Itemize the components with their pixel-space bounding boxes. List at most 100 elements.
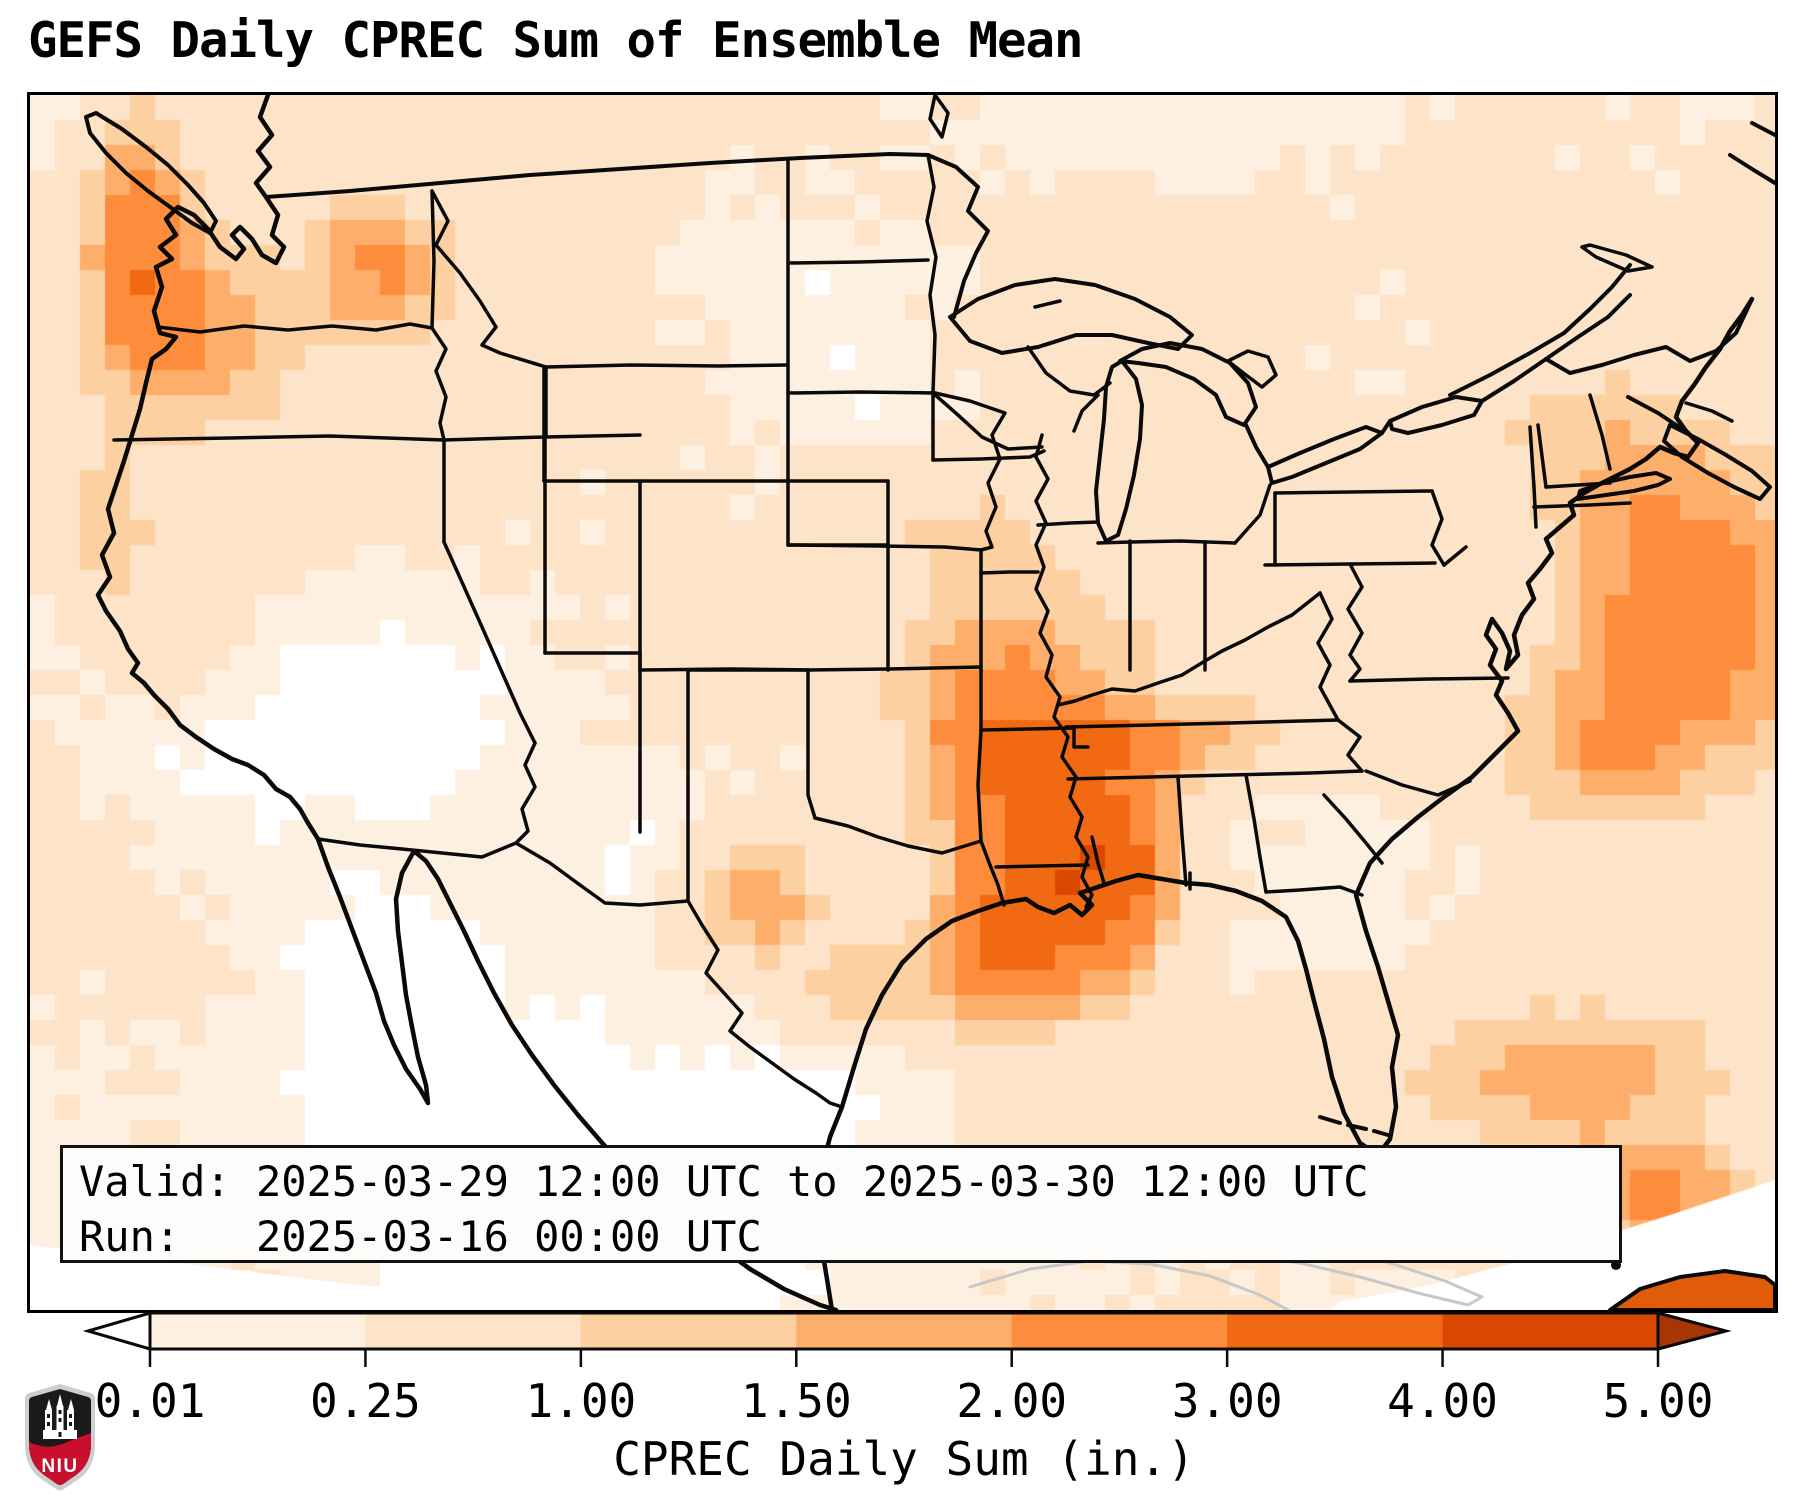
- new-brunswick-coast: [1626, 395, 1684, 431]
- state-border-line: [1442, 545, 1468, 567]
- yucatan-coastline-gray: [968, 1259, 1290, 1310]
- state-border-line: [686, 899, 844, 1109]
- georgian-bay: [1226, 349, 1278, 389]
- state-border-line: [498, 351, 790, 369]
- colorbar-over-arrow: [1656, 1311, 1732, 1351]
- state-border-line: [1096, 539, 1237, 545]
- colorbar: [82, 1311, 1732, 1367]
- state-border-line: [813, 816, 983, 855]
- page-title: GEFS Daily CPREC Sum of Ensemble Mean: [28, 12, 1084, 69]
- logo-red-band: [29, 1433, 91, 1485]
- pacific-coastline: [95, 95, 321, 842]
- isle-royale: [1033, 299, 1062, 309]
- state-border-line: [979, 839, 1006, 907]
- colorbar-tick-label: 2.00: [956, 1374, 1068, 1428]
- state-border-line: [1430, 489, 1446, 567]
- state-border-line: [316, 837, 642, 907]
- colorbar-segment: [1442, 1313, 1659, 1349]
- colorbar-tick-label: 1.50: [740, 1374, 852, 1428]
- logo-castle-windows: [47, 1410, 72, 1437]
- state-border-line: [931, 449, 1046, 462]
- state-border-line: [1264, 885, 1364, 897]
- lake-huron: [1118, 341, 1258, 427]
- state-border-line: [1532, 501, 1632, 509]
- colorbar-segment: [580, 1313, 798, 1349]
- lake-winnipeg: [928, 95, 950, 139]
- state-border-line: [1064, 718, 1340, 729]
- prince-edward-island: [1684, 401, 1734, 423]
- state-border-line: [1056, 591, 1322, 707]
- valid-time-text: Valid: 2025-03-29 12:00 UTC to 2025-03-3…: [79, 1157, 1369, 1206]
- colorbar-axis-label: CPREC Daily Sum (in.): [613, 1432, 1195, 1486]
- florida-keys: [1318, 1115, 1342, 1125]
- state-border-line: [1273, 489, 1434, 495]
- state-border-line: [1536, 423, 1548, 489]
- lake-ontario: [1388, 395, 1484, 435]
- newfoundland-coast: [1728, 153, 1775, 185]
- colorbar-segment: [150, 1313, 367, 1349]
- colorbar-segment: [796, 1313, 1013, 1349]
- state-border-line: [1532, 485, 1538, 529]
- state-border-line: [1346, 562, 1364, 683]
- state-border-line: [430, 189, 436, 330]
- lake-erie: [1266, 425, 1384, 485]
- precip-field-canvas: [30, 95, 1775, 1310]
- state-border-line: [442, 540, 537, 745]
- florida-keys: [1372, 1129, 1390, 1137]
- colorbar-tick-label: 5.00: [1602, 1374, 1714, 1428]
- colorbar-segment: [1227, 1313, 1444, 1349]
- state-border-line: [156, 322, 434, 334]
- state-border-line: [1348, 676, 1510, 683]
- colorbar-tick-label: 1.00: [525, 1374, 637, 1428]
- colorbar-tick-label: 0.25: [310, 1374, 421, 1428]
- st-lawrence-river: [1480, 293, 1632, 403]
- state-border-line: [430, 189, 502, 355]
- cuba-east-landmass: [1608, 1269, 1775, 1310]
- colorbar-under-arrow: [82, 1311, 152, 1351]
- nova-scotia: [1662, 423, 1772, 501]
- state-border-line: [931, 391, 1044, 451]
- state-border-line: [1528, 425, 1536, 489]
- us-canada-border-west: [264, 152, 930, 199]
- state-border-line: [1026, 345, 1112, 397]
- state-border-line: [933, 391, 1007, 552]
- state-border-line: [1066, 769, 1364, 781]
- colorbar-segment: [1011, 1313, 1228, 1349]
- gulf-atlantic-coastline: [839, 296, 1755, 1158]
- quebec-north-coast: [1750, 121, 1775, 137]
- colorbar-tick-label: 0.01: [94, 1374, 206, 1428]
- state-border-line: [786, 543, 983, 552]
- us-canada-border-mn: [926, 153, 990, 319]
- lake-superior: [948, 277, 1194, 355]
- anticosti-island: [1580, 243, 1654, 273]
- state-border-line: [1176, 775, 1188, 887]
- colorbar-segment: [365, 1313, 582, 1349]
- red-river-border: [925, 153, 938, 395]
- state-border-line: [1036, 520, 1100, 527]
- state-border-line: [112, 433, 642, 442]
- map-borders-overlay: [84, 95, 1775, 1310]
- logo-niu-text: NIU: [41, 1456, 78, 1477]
- state-border-line: [1316, 591, 1340, 722]
- run-time-text: Run: 2025-03-16 00:00 UTC: [79, 1212, 762, 1262]
- state-border-line: [1336, 718, 1364, 773]
- state-border-line: [786, 390, 937, 395]
- state-border-line: [1322, 793, 1384, 865]
- map-frame: Valid: 2025-03-29 12:00 UTC to 2025-03-3…: [27, 92, 1778, 1313]
- state-border-line: [786, 258, 930, 265]
- state-border-line: [994, 863, 1090, 869]
- niu-logo: NIU: [25, 1384, 95, 1491]
- state-border-line: [430, 326, 448, 442]
- colorbar-tick-label: 3.00: [1171, 1374, 1283, 1428]
- valid-run-info-box: Valid: 2025-03-29 12:00 UTC to 2025-03-3…: [60, 1145, 1622, 1263]
- state-border-line: [1090, 835, 1106, 885]
- st-lawrence-north-shore: [1448, 263, 1632, 397]
- state-border-line: [1244, 773, 1268, 894]
- state-border-line: [1034, 433, 1094, 909]
- us-canada-border-east: [1544, 297, 1754, 375]
- state-border-line: [976, 728, 983, 843]
- colorbar-tick-label: 4.00: [1387, 1374, 1498, 1428]
- state-border-line: [806, 668, 817, 820]
- state-border-line: [1588, 393, 1612, 471]
- state-border-line: [638, 899, 690, 907]
